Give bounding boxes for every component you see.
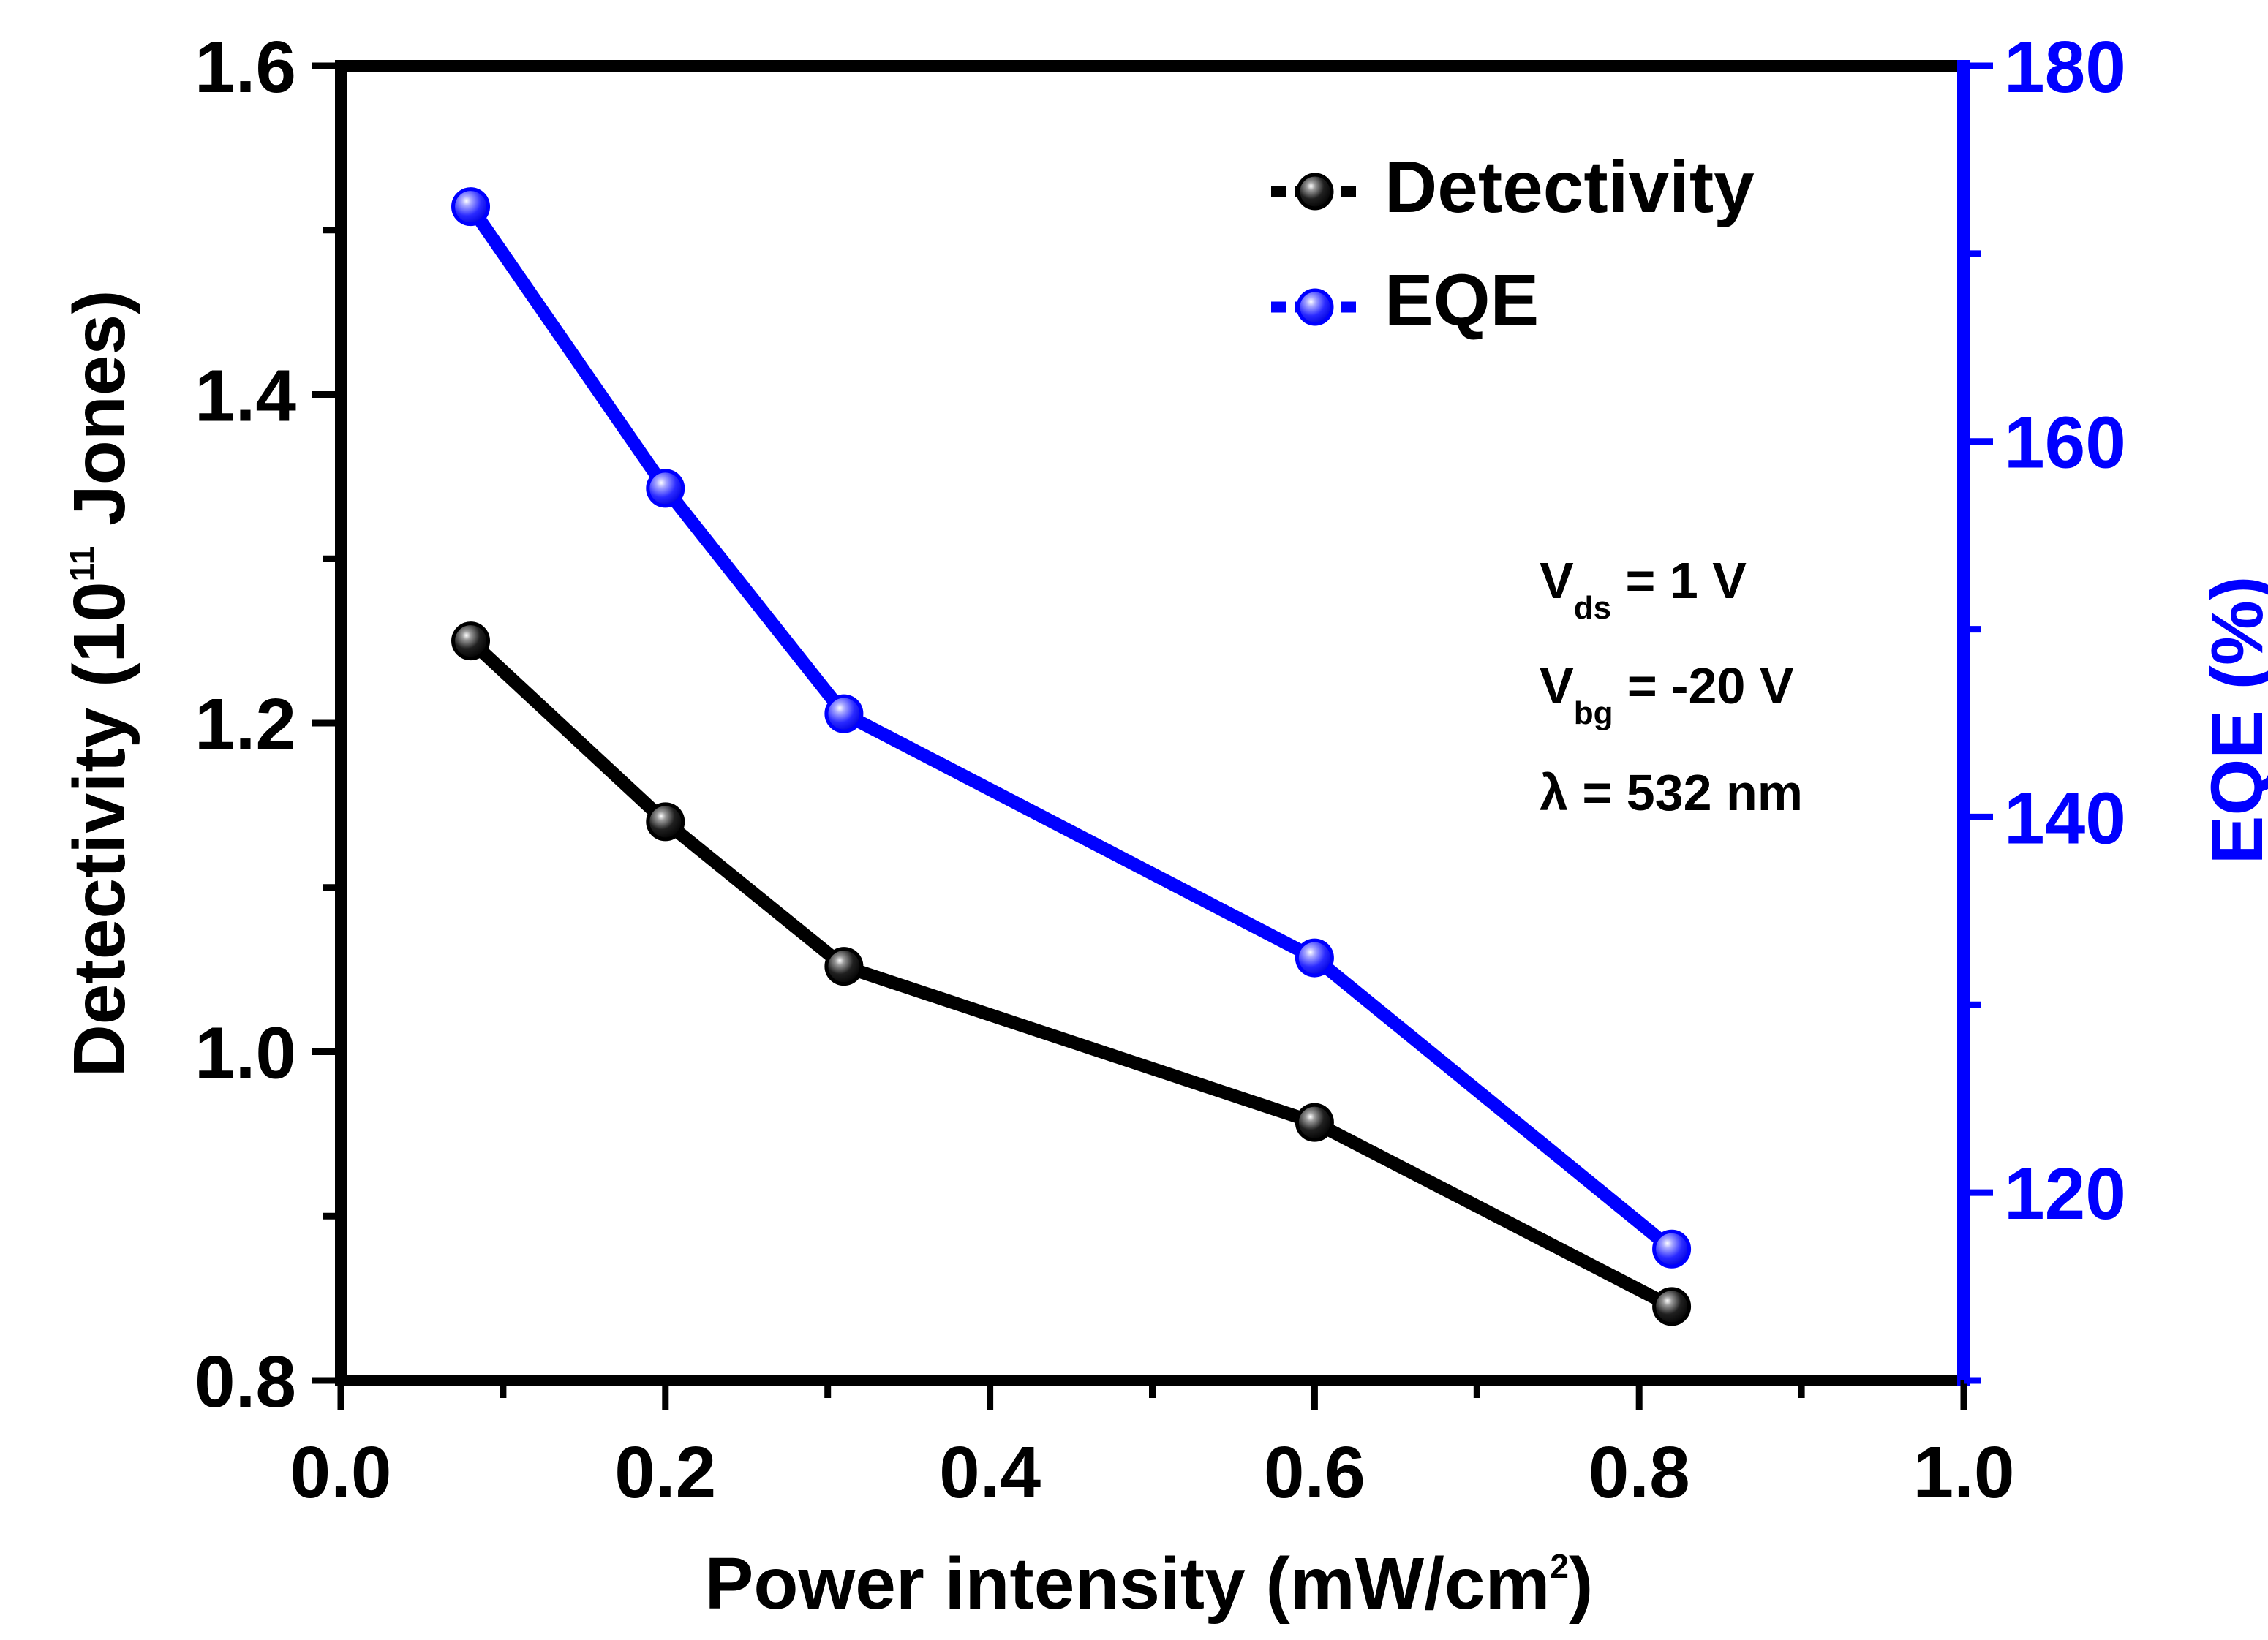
axis-ticks (312, 62, 1993, 1410)
x-axis-title: Power intensity (mW/cm2) (705, 1543, 1594, 1625)
annotations: Vds = 1 V Vbg = -20 V λ = 532 nm (1540, 552, 1803, 821)
x-tick-label: 0.8 (1589, 1432, 1690, 1514)
left-y-tick-label: 1.4 (195, 355, 296, 437)
legend-eqe-marker (1296, 288, 1334, 326)
right-y-tick-label: 180 (2004, 26, 2126, 108)
x-tick-label: 0.6 (1264, 1432, 1365, 1514)
left-y-tick-label: 1.0 (195, 1013, 296, 1095)
right-y-tick-label: 120 (2004, 1153, 2126, 1235)
right-y-axis-title: EQE (%) (2196, 576, 2268, 864)
eqe-series-line (465, 203, 1676, 1255)
detectivity-point (451, 621, 491, 661)
series-lines (465, 203, 1676, 1312)
left-y-axis-title: Detectivity (1011 Jones) (59, 290, 140, 1078)
left-y-tick-label: 0.8 (195, 1341, 296, 1423)
legend-detectivity-label: Detectivity (1384, 146, 1755, 228)
detectivity-point (1295, 1103, 1334, 1142)
annotation-vds: Vds = 1 V (1540, 552, 1747, 626)
data-markers (451, 187, 1692, 1326)
detectivity-series-line (466, 636, 1675, 1312)
eqe-point (1652, 1229, 1692, 1269)
eqe-point (646, 469, 685, 508)
left-y-tick-labels: 0.8 1.0 1.2 1.4 1.6 (195, 26, 296, 1423)
eqe-point (824, 694, 864, 733)
annotation-wavelength: λ = 532 nm (1540, 764, 1803, 821)
x-tick-labels: 0.0 0.2 0.4 0.6 0.8 1.0 (290, 1432, 2014, 1514)
detectivity-point (646, 802, 685, 842)
detectivity-point (1652, 1287, 1692, 1326)
right-y-tick-label: 140 (2004, 777, 2126, 859)
legend-detectivity-marker (1296, 173, 1334, 211)
x-tick-label: 0.2 (614, 1432, 716, 1514)
x-tick-label: 0.0 (290, 1432, 391, 1514)
detectivity-point (824, 947, 864, 986)
right-y-tick-label: 160 (2004, 402, 2126, 484)
right-y-tick-labels: 120 140 160 180 (2004, 26, 2126, 1235)
legend-eqe-label: EQE (1384, 260, 1539, 341)
x-tick-label: 0.4 (939, 1432, 1041, 1514)
x-tick-label: 1.0 (1913, 1432, 2014, 1514)
legend: Detectivity EQE (1271, 146, 1755, 341)
left-y-tick-label: 1.6 (195, 26, 296, 108)
eqe-point (451, 187, 491, 227)
eqe-point (1295, 938, 1334, 978)
annotation-vbg: Vbg = -20 V (1540, 657, 1794, 731)
left-y-tick-label: 1.2 (195, 684, 296, 766)
